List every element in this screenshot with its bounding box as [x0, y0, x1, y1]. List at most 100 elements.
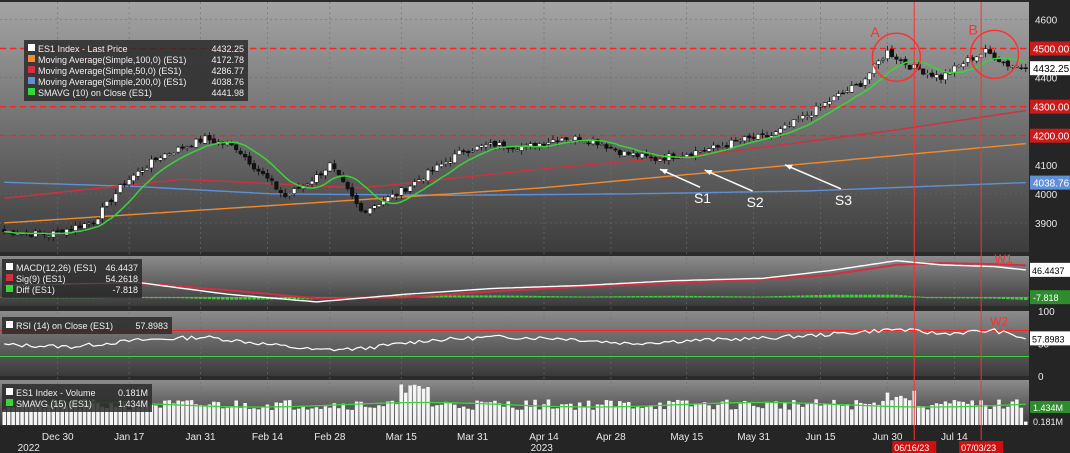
price-legend-value: 4286.77	[211, 66, 244, 76]
macd-diff-bar	[444, 295, 448, 298]
macd-diff-bar	[742, 296, 747, 298]
price-legend-label: Moving Average(Simple,200,0) (ES1)	[38, 77, 186, 87]
candle-body	[550, 139, 555, 143]
volume-bar	[305, 409, 310, 425]
volume-bar	[180, 401, 185, 425]
candle-body	[86, 222, 92, 225]
candle-body	[573, 136, 578, 141]
candle-body	[519, 146, 524, 151]
candle-body	[122, 183, 127, 186]
volume-bar	[769, 402, 774, 425]
candle-body	[822, 102, 828, 107]
price-tag-text: 4432.25	[1033, 64, 1070, 75]
volume-bar	[510, 407, 515, 425]
candle-body	[889, 48, 894, 57]
volume-bar	[528, 406, 533, 425]
volume-bar	[653, 408, 658, 425]
macd-diff-bar	[854, 294, 859, 298]
macd-diff-bar	[180, 297, 185, 299]
candle-body	[653, 157, 658, 161]
candle-body	[430, 169, 435, 172]
legend-layer: ES1 Index - Last Price 4432.25 Moving Aver…	[2, 40, 248, 412]
candle-body	[591, 138, 596, 145]
volume-bar	[533, 399, 537, 425]
candle-body	[983, 48, 988, 54]
volume-bar	[756, 407, 760, 425]
macd-diff-bar	[778, 296, 783, 298]
macd-diff-bar	[894, 294, 899, 298]
annotation-arrow	[784, 164, 842, 190]
candle-body	[608, 146, 613, 149]
volume-bar	[363, 406, 368, 425]
volume-bar	[890, 400, 894, 425]
macd-diff-bar	[484, 295, 488, 298]
volume-bar	[564, 404, 569, 425]
volume-bar	[885, 392, 890, 425]
volume-bar	[943, 401, 948, 425]
price-legend-swatch	[28, 66, 35, 73]
volume-bar	[952, 400, 957, 425]
annotation-label: B	[969, 21, 978, 37]
volume-bar	[626, 401, 631, 425]
price-legend-label: ES1 Index - Last Price	[38, 44, 128, 54]
macd-tag-box	[1030, 262, 1070, 277]
macd-diff-bar	[519, 295, 524, 298]
volume-bar	[403, 392, 408, 425]
x-tick-label: Mar 31	[457, 432, 489, 443]
candle-body	[854, 83, 859, 86]
macd-diff-bar	[604, 296, 609, 298]
event-date-box	[892, 441, 937, 453]
candle-body	[751, 136, 756, 139]
macd-diff-bar	[943, 297, 948, 299]
volume-bar	[841, 405, 845, 425]
volume-bar	[814, 399, 818, 425]
volume-bar	[448, 403, 453, 425]
macd-diff-bar	[1019, 297, 1024, 300]
candle-body	[907, 65, 912, 70]
candle-body	[742, 136, 747, 142]
volume-bar	[774, 401, 778, 425]
candle-body	[992, 52, 997, 60]
candle-body	[555, 140, 560, 143]
volume-bar	[983, 404, 988, 425]
volume-bar	[256, 409, 261, 425]
volume-legend-box	[2, 384, 152, 412]
volume-bar	[265, 404, 270, 425]
volume-bar	[876, 404, 881, 425]
candle-body	[167, 153, 172, 156]
candle-body	[194, 138, 199, 148]
macd-diff-bar	[149, 297, 154, 299]
macd-diff-bar	[845, 294, 850, 298]
macd-diff-bar	[613, 296, 618, 298]
volume-bar	[296, 408, 301, 425]
candle-body	[827, 101, 832, 105]
volume-bar	[680, 400, 685, 425]
candle-body	[149, 158, 154, 169]
candle-body	[996, 58, 1002, 62]
macd-diff-bar	[229, 297, 234, 300]
vol-tag-box	[1030, 401, 1070, 413]
macd-legend-swatch	[6, 285, 13, 292]
candle-body	[626, 152, 631, 155]
volume-bar	[635, 406, 640, 425]
volume-bar	[546, 399, 551, 425]
macd-diff-bar	[644, 295, 649, 298]
volume-bar	[247, 408, 252, 425]
volume-bar	[368, 407, 372, 425]
macd-diff-bar	[1006, 297, 1010, 300]
macd-diff-bar	[760, 296, 765, 298]
volume-bar	[930, 405, 934, 425]
candle-body	[350, 187, 355, 197]
x-tick-label: May 15	[670, 432, 703, 443]
candle-body	[434, 164, 439, 172]
macd-diff-bar	[827, 294, 832, 298]
macd-diff-bar	[515, 295, 520, 298]
macd-diff-bar	[1023, 297, 1028, 300]
macd-diff-bar	[488, 295, 493, 298]
candle-body	[443, 161, 448, 165]
macd-diff-bar	[238, 297, 243, 300]
macd-diff-bar	[948, 297, 952, 299]
volume-bar	[408, 385, 412, 425]
volume-bar	[328, 407, 332, 425]
